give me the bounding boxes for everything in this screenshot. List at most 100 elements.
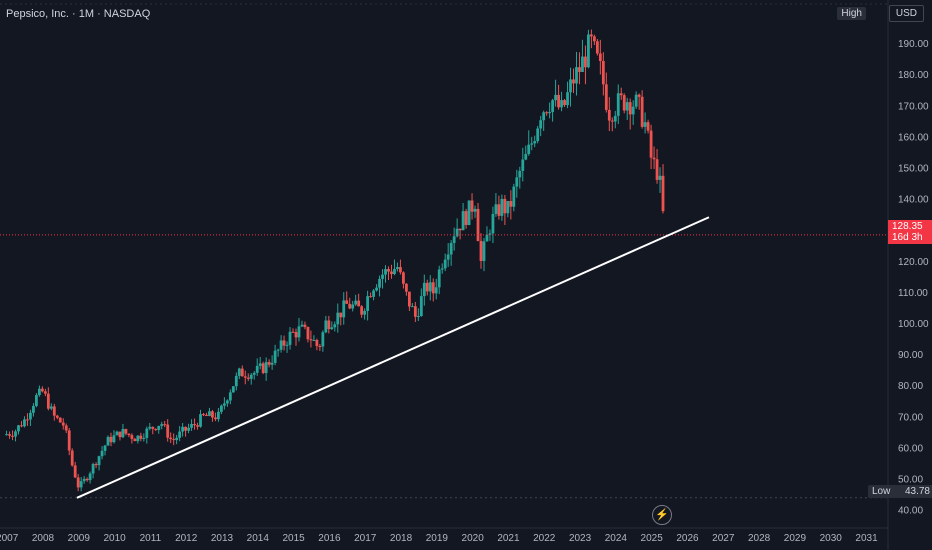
candle-body [52,406,56,416]
candle-body [270,362,274,365]
x-tick-label: 2012 [175,533,198,544]
candle-body [616,93,620,116]
candle-body [345,300,349,304]
chart-title: Pepsico, Inc. · 1M · NASDAQ [6,8,151,20]
candle-body [464,211,468,226]
candle-body [37,388,41,396]
candle-body [273,350,277,363]
candle-body [572,79,575,84]
lightning-icon[interactable]: ⚡ [652,505,672,525]
candle-body [443,259,447,269]
x-tick-label: 2029 [784,533,807,544]
candle-body [381,274,384,279]
candle-body [533,141,537,144]
y-tick-label: 40.00 [898,506,923,517]
y-tick-label: 120.00 [898,257,929,268]
candle-body [378,278,381,288]
candle-body [106,436,110,446]
candle-body [473,208,477,212]
candle-body [637,94,641,97]
candle-body [187,427,190,431]
candle-body [479,240,483,261]
candle-body [399,267,402,273]
candle-body [115,431,119,436]
x-tick-label: 2030 [820,533,843,544]
candle-body [97,456,101,466]
candle-body [422,282,426,297]
x-tick-label: 2008 [32,533,55,544]
candle-body [575,67,578,84]
candle-body [324,320,328,333]
candle-body [548,111,552,114]
candle-body [607,109,611,121]
candle-body [79,481,83,488]
candle-body [431,282,435,294]
candle-body [100,450,104,457]
candle-body [640,96,644,127]
candle-body [43,391,47,394]
candle-body [610,120,614,122]
candle-body [419,296,423,316]
candle-body [306,326,310,340]
candle-body [46,393,50,409]
candle-body [587,34,590,68]
candle-body [521,159,525,171]
y-tick-label: 150.00 [898,163,929,174]
candle-body [491,213,495,234]
candle-body [497,204,501,216]
candle-body [595,41,599,54]
y-tick-label: 140.00 [898,195,929,206]
last-price-value: 128.35 [892,221,923,232]
candle-body [354,300,358,305]
candle-body [369,296,372,298]
candle-body [121,429,125,438]
candle-body [425,282,429,292]
candle-body [291,331,295,333]
candle-body [11,435,14,437]
candle-body [440,268,444,270]
candle-body [476,208,480,241]
candle-body [169,437,173,440]
currency-button[interactable]: USD [888,5,924,22]
candle-body [249,374,253,379]
candle-body [357,300,361,307]
candle-body [20,425,23,427]
candle-body [181,426,185,432]
candle-body [234,375,238,387]
x-tick-label: 2022 [533,533,556,544]
candle-body [199,414,202,427]
candle-body [536,128,540,142]
candle-body [139,435,143,439]
candle-body [512,186,516,207]
candle-body [321,332,325,347]
candle-body [458,228,462,231]
candle-body [246,377,250,379]
candle-body [554,94,557,101]
candle-body [157,425,161,430]
candle-body [214,417,217,420]
y-tick-label: 60.00 [898,443,923,454]
x-tick-label: 2009 [68,533,91,544]
candle-body [14,431,17,437]
candle-body [416,315,420,317]
candle-body [655,159,659,180]
candle-body [35,395,38,407]
candle-body [643,122,647,127]
candle-body [285,344,289,346]
candle-body [297,326,301,338]
trendline [76,216,710,499]
candle-body [649,130,653,158]
y-tick-label: 70.00 [898,412,923,423]
bar-countdown: 16d 3h [892,232,923,243]
candle-body [145,428,149,438]
candle-body [584,56,587,68]
candle-body [202,414,205,416]
candle-body [160,424,164,426]
candle-body [136,435,140,442]
high-marker-label: High [837,7,866,20]
candle-body [387,269,390,272]
candle-body [240,368,244,377]
candle-body [175,437,179,440]
